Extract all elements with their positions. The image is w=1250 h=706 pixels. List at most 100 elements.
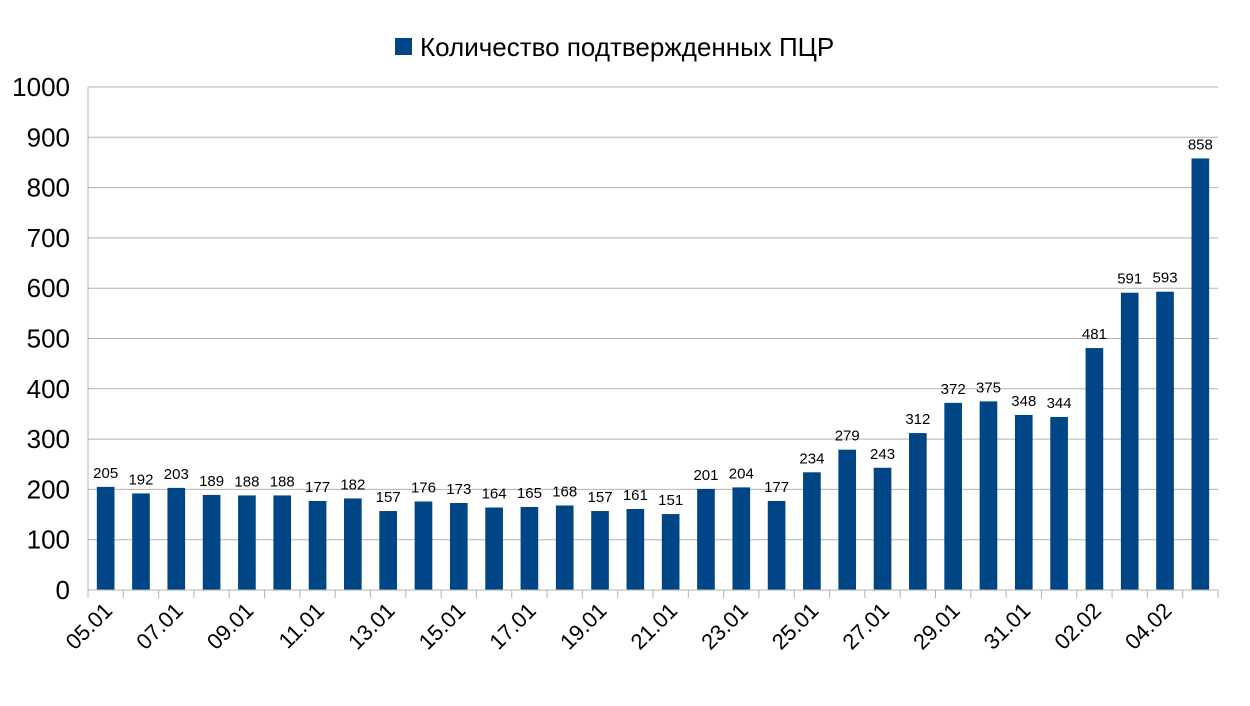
x-tick-label: 23.01 bbox=[696, 598, 753, 655]
y-tick-label: 500 bbox=[27, 324, 70, 354]
y-tick-label: 1000 bbox=[12, 72, 70, 102]
bar bbox=[167, 487, 186, 590]
data-label: 182 bbox=[340, 476, 365, 493]
x-tick-label: 07.01 bbox=[131, 598, 188, 655]
legend: Количество подтвержденных ПЦР bbox=[395, 32, 834, 62]
data-label: 312 bbox=[905, 411, 930, 428]
bar bbox=[449, 502, 468, 590]
bar bbox=[308, 500, 327, 590]
bar bbox=[96, 486, 115, 590]
data-label: 205 bbox=[93, 465, 118, 482]
x-tick-label: 27.01 bbox=[837, 598, 894, 655]
data-label: 157 bbox=[588, 489, 613, 506]
x-tick-label: 15.01 bbox=[414, 598, 471, 655]
x-tick-label: 31.01 bbox=[979, 598, 1036, 655]
legend-swatch bbox=[395, 38, 412, 55]
bar bbox=[344, 498, 362, 590]
data-label: 279 bbox=[835, 428, 860, 445]
bar bbox=[1014, 414, 1033, 590]
bar bbox=[767, 500, 786, 590]
data-label: 481 bbox=[1082, 326, 1107, 343]
x-axis-tick-labels: 05.01 07.01 09.01 11.01 13.01 15.01 17.01 19.01… bbox=[61, 598, 1177, 655]
data-label: 372 bbox=[941, 381, 966, 398]
data-label: 204 bbox=[729, 465, 754, 482]
data-label: 177 bbox=[764, 479, 789, 496]
bar bbox=[1120, 292, 1139, 590]
data-label: 173 bbox=[446, 481, 471, 498]
bar bbox=[379, 511, 397, 590]
bar bbox=[485, 507, 503, 590]
bar bbox=[697, 488, 715, 590]
data-label: 243 bbox=[870, 446, 895, 463]
data-label: 151 bbox=[658, 492, 683, 509]
bars bbox=[96, 158, 1210, 590]
y-tick-label: 800 bbox=[27, 173, 70, 203]
data-label: 344 bbox=[1047, 395, 1072, 412]
data-labels: 205 192 203 189 188 188 177 182 157 176 173 164 165 1… bbox=[93, 136, 1213, 509]
data-label: 189 bbox=[199, 473, 224, 490]
y-tick-label: 600 bbox=[27, 273, 70, 303]
data-label: 176 bbox=[411, 479, 436, 496]
bar bbox=[803, 472, 821, 590]
data-label: 591 bbox=[1117, 271, 1142, 288]
bar bbox=[873, 467, 892, 590]
data-label: 375 bbox=[976, 379, 1001, 396]
x-tick-label: 29.01 bbox=[908, 598, 965, 655]
gridlines bbox=[88, 86, 1218, 591]
y-tick-label: 200 bbox=[27, 474, 70, 504]
data-label: 593 bbox=[1153, 270, 1178, 287]
y-tick-label: 300 bbox=[27, 424, 70, 454]
bar bbox=[238, 495, 256, 590]
x-tick-label: 13.01 bbox=[343, 598, 400, 655]
data-label: 192 bbox=[128, 471, 153, 488]
legend-label: Количество подтвержденных ПЦР bbox=[420, 32, 834, 62]
data-label: 203 bbox=[164, 466, 189, 483]
bar bbox=[626, 509, 645, 590]
data-label: 858 bbox=[1188, 136, 1213, 153]
bar bbox=[1191, 158, 1210, 590]
bar bbox=[838, 449, 857, 590]
bar bbox=[661, 514, 680, 590]
y-axis-tick-labels: 0 100 200 300 400 500 600 700 800 900 1000 bbox=[12, 72, 70, 605]
x-tick-label: 21.01 bbox=[626, 598, 683, 655]
bar bbox=[555, 505, 574, 590]
x-tick-label: 02.02 bbox=[1049, 598, 1106, 655]
x-tick-label: 25.01 bbox=[767, 598, 824, 655]
x-tick-label: 17.01 bbox=[484, 598, 541, 655]
bar bbox=[1050, 416, 1068, 590]
y-tick-label: 100 bbox=[27, 525, 70, 555]
data-label: 168 bbox=[552, 483, 577, 500]
y-tick-label: 400 bbox=[27, 374, 70, 404]
bar bbox=[1156, 291, 1174, 590]
bar bbox=[979, 401, 998, 590]
data-label: 188 bbox=[270, 473, 295, 490]
y-tick-label: 0 bbox=[56, 575, 70, 605]
bar bbox=[732, 487, 751, 590]
data-label: 201 bbox=[693, 467, 718, 484]
bar bbox=[944, 402, 962, 590]
bar bbox=[520, 507, 539, 590]
x-tick-label: 05.01 bbox=[61, 598, 118, 655]
data-label: 164 bbox=[482, 486, 507, 503]
x-tick-label: 19.01 bbox=[555, 598, 612, 655]
bar bbox=[1085, 348, 1104, 590]
bar bbox=[132, 493, 150, 590]
data-label: 234 bbox=[799, 450, 824, 467]
y-tick-label: 900 bbox=[27, 122, 70, 152]
data-label: 188 bbox=[234, 473, 259, 490]
x-tick-label: 04.02 bbox=[1120, 598, 1177, 655]
data-label: 161 bbox=[623, 487, 648, 504]
x-tick-label: 09.01 bbox=[202, 598, 259, 655]
bar bbox=[909, 433, 927, 590]
bar bbox=[273, 495, 292, 590]
data-label: 165 bbox=[517, 485, 542, 502]
data-label: 177 bbox=[305, 479, 330, 496]
data-label: 348 bbox=[1011, 393, 1036, 410]
x-tick-label: 11.01 bbox=[274, 598, 329, 653]
y-tick-label: 700 bbox=[27, 223, 70, 253]
bar bbox=[591, 511, 609, 590]
x-axis bbox=[87, 87, 1219, 598]
bar bbox=[414, 501, 433, 590]
data-label: 157 bbox=[376, 489, 401, 506]
